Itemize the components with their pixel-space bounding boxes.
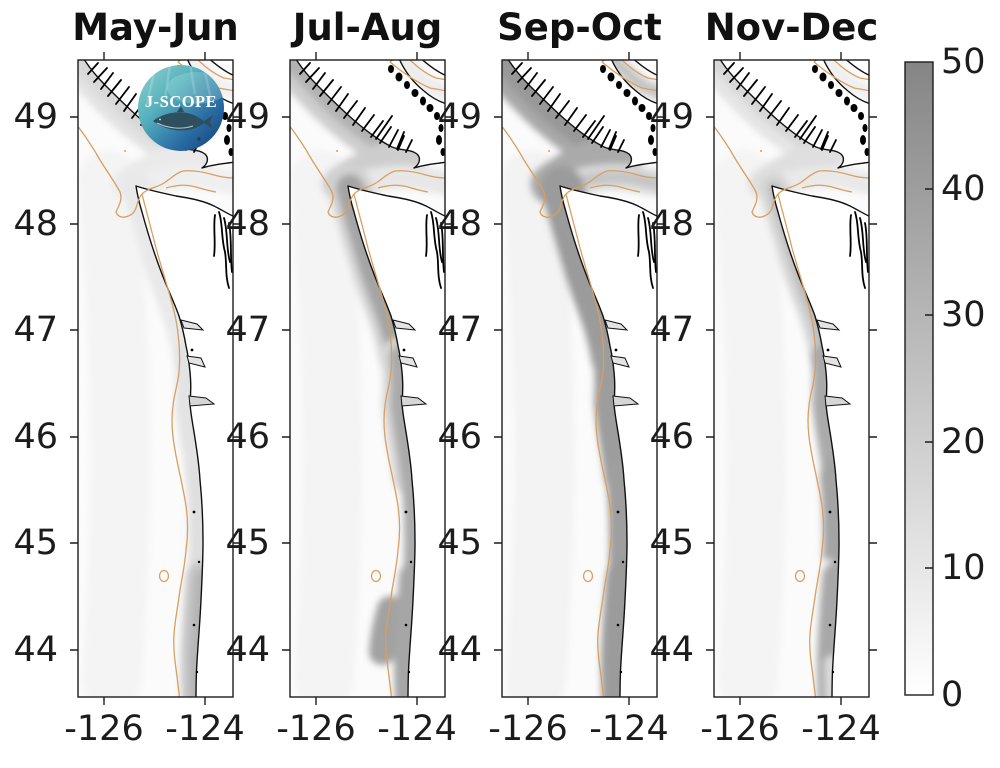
colorbar-tick-label: 0 [941, 675, 964, 715]
lat-tick-label: 44 [13, 630, 58, 670]
fish-icon [153, 106, 213, 131]
colorbar-tick-label: 10 [941, 548, 986, 588]
panel-border [713, 59, 870, 698]
jscope-logo: J-SCOPE [138, 65, 224, 151]
colorbar-tick-label: 20 [941, 422, 986, 462]
map-panel-nov-dec [705, 51, 878, 706]
map-panel-may-jun [69, 51, 242, 706]
lon-tick-label: -126 [488, 709, 568, 749]
panel-border [289, 59, 446, 698]
colorbar-tick-label: 50 [941, 42, 986, 82]
colorbar-tick-label: 30 [941, 295, 986, 335]
lon-tick-label: -124 [165, 709, 245, 749]
light-rays-icon [145, 65, 213, 105]
lat-tick-label: 47 [437, 310, 482, 350]
lat-tick-label: 48 [437, 204, 482, 244]
lat-tick-label: 49 [13, 97, 58, 137]
lat-tick-label: 48 [649, 204, 694, 244]
lat-tick-label: 46 [13, 417, 58, 457]
panel-title-jul-aug: Jul-Aug [292, 6, 443, 49]
lon-tick-label: -124 [801, 709, 881, 749]
lat-tick-label: 46 [225, 417, 270, 457]
map-panel-jul-aug [281, 51, 454, 706]
lat-tick-label: 44 [437, 630, 482, 670]
lon-tick-label: -126 [700, 709, 780, 749]
lat-tick-label: 47 [649, 310, 694, 350]
panel-title-may-jun: May-Jun [72, 6, 239, 49]
lat-tick-label: 48 [13, 204, 58, 244]
lat-tick-label: 49 [649, 97, 694, 137]
lon-tick-label: -126 [64, 709, 144, 749]
lat-tick-label: 45 [225, 523, 270, 563]
panel-border [77, 59, 234, 698]
colorbar-gradient [904, 61, 934, 696]
lat-tick-label: 44 [225, 630, 270, 670]
colorbar-ticks [925, 188, 933, 569]
lat-tick-label: 46 [649, 417, 694, 457]
lat-tick-label: 45 [649, 523, 694, 563]
lat-tick-label: 46 [437, 417, 482, 457]
lon-tick-label: -126 [276, 709, 356, 749]
small-fish-icon [197, 137, 201, 141]
map-panel-sep-oct [493, 51, 666, 706]
lat-tick-label: 47 [13, 310, 58, 350]
panel-title-sep-oct: Sep-Oct [497, 6, 662, 49]
panel-border [501, 59, 658, 698]
water-glow [167, 72, 224, 104]
colorbar [904, 61, 934, 696]
lat-tick-label: 49 [225, 97, 270, 137]
lat-tick-label: 47 [225, 310, 270, 350]
lon-tick-label: -124 [589, 709, 669, 749]
logo-text: J-SCOPE [145, 92, 217, 111]
colorbar-tick-label: 40 [941, 169, 986, 209]
lat-tick-label: 45 [437, 523, 482, 563]
panel-title-nov-dec: Nov-Dec [704, 6, 879, 49]
lat-tick-label: 49 [437, 97, 482, 137]
lat-tick-label: 44 [649, 630, 694, 670]
lat-tick-label: 45 [13, 523, 58, 563]
lat-tick-label: 48 [225, 204, 270, 244]
lon-tick-label: -124 [377, 709, 457, 749]
